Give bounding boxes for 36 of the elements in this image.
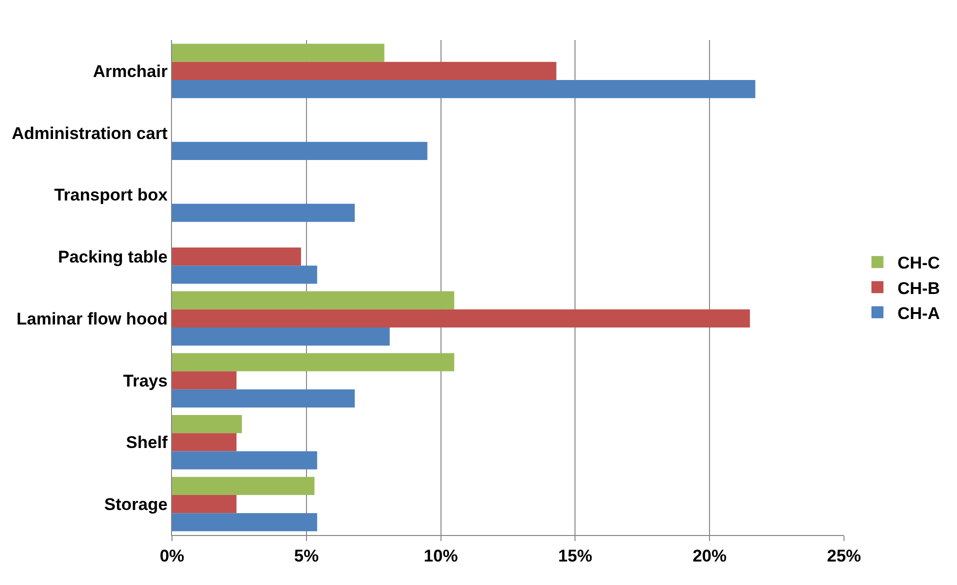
bar [172,80,756,98]
bar [172,62,556,80]
y-tick-label: Laminar flow hood [16,309,168,328]
bar [172,266,318,284]
x-tick-label: 5% [294,546,319,566]
bar [172,433,237,452]
legend-label: CH-B [897,278,940,298]
legend-label: CH-C [897,254,940,273]
x-tick-label: 15% [558,546,592,566]
bar [172,494,237,514]
bar [172,389,355,408]
bar [172,291,454,310]
bar [172,353,454,372]
y-tick-label: Armchair [92,62,168,81]
legend-label: CH-A [897,304,940,323]
bar [172,328,390,346]
y-tick-label: Trays [123,371,168,390]
bar [172,247,302,266]
bar [172,142,428,160]
bar [172,44,384,62]
bar [172,204,355,222]
bar [172,371,237,390]
y-tick-label: Transport box [54,186,168,205]
bar [172,476,314,495]
x-tick-label: 20% [692,546,727,566]
bar [172,451,318,470]
x-tick-label: 25% [826,546,862,566]
x-tick-label: 0% [160,546,184,566]
bar [172,414,242,434]
y-tick-label: Administration cart [12,124,168,143]
y-tick-label: Shelf [126,433,168,452]
y-tick-label: Storage [104,495,168,514]
y-tick-label: Packing table [58,248,168,267]
bar [172,309,750,328]
x-tick-label: 10% [424,546,458,566]
bar [172,513,318,532]
